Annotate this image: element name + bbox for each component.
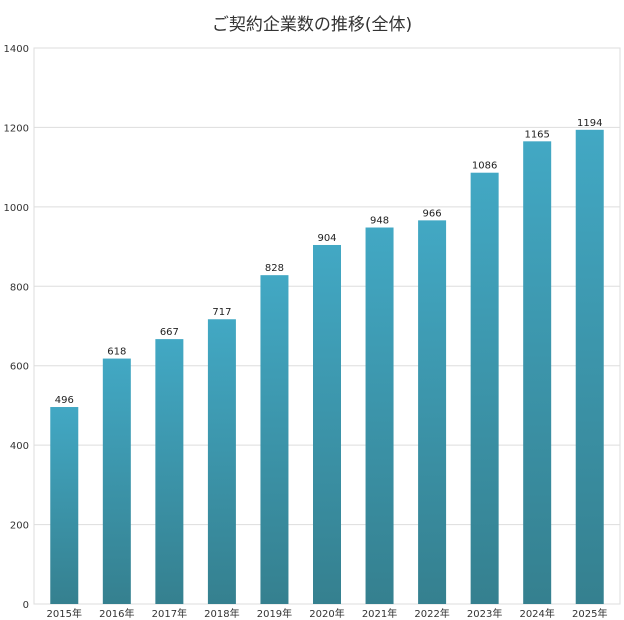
y-axis-ticks: 0 200 400 600 800 1000 1200 1400	[4, 44, 29, 611]
bar-value-label: 1194	[577, 118, 602, 129]
bar-value-label: 1086	[472, 161, 497, 172]
y-tick-label: 0	[23, 600, 29, 611]
data-labels: 496 618 667 717 828 904 948 966 1086 1165 1194	[55, 118, 603, 406]
bar	[523, 141, 552, 605]
bar	[470, 172, 499, 604]
y-tick-label: 1200	[4, 123, 29, 134]
chart-title: ご契約企業数の推移(全体)	[211, 15, 413, 35]
x-axis-ticks: 2015年 2016年 2017年 2018年 2019年 2020年 2021年 2022年…	[47, 607, 608, 620]
bars	[50, 129, 604, 605]
x-tick-label: 2018年	[204, 607, 239, 620]
bar-value-label: 904	[317, 233, 336, 244]
bar-value-label: 496	[55, 395, 74, 406]
bar	[50, 407, 79, 604]
bar-value-label: 618	[107, 347, 126, 358]
x-tick-label: 2022年	[414, 607, 449, 620]
bar	[575, 129, 604, 604]
bar-value-label: 667	[160, 327, 179, 338]
x-tick-label: 2021年	[362, 607, 397, 620]
y-tick-label: 800	[10, 282, 29, 293]
bar-value-label: 966	[423, 208, 442, 219]
x-tick-label: 2017年	[152, 607, 187, 620]
bar-value-label: 717	[212, 307, 231, 318]
y-tick-label: 200	[10, 521, 29, 532]
bar	[155, 339, 184, 604]
x-tick-label: 2025年	[572, 607, 607, 620]
bar-value-label: 1165	[524, 129, 549, 140]
bar	[207, 319, 236, 604]
bar-value-label: 948	[370, 216, 389, 227]
y-tick-label: 400	[10, 441, 29, 452]
bar	[418, 220, 447, 605]
bar	[102, 358, 131, 604]
x-tick-label: 2020年	[309, 607, 344, 620]
y-tick-label: 600	[10, 362, 29, 373]
x-tick-label: 2024年	[519, 607, 554, 620]
y-tick-label: 1000	[4, 203, 29, 214]
bar	[365, 227, 394, 604]
x-tick-label: 2023年	[467, 607, 502, 620]
y-tick-label: 1400	[4, 44, 29, 55]
bar	[260, 275, 289, 604]
x-tick-label: 2015年	[47, 607, 82, 620]
bar-value-label: 828	[265, 263, 284, 274]
x-tick-label: 2019年	[257, 607, 292, 620]
x-tick-label: 2016年	[99, 607, 134, 620]
bar	[313, 244, 341, 605]
